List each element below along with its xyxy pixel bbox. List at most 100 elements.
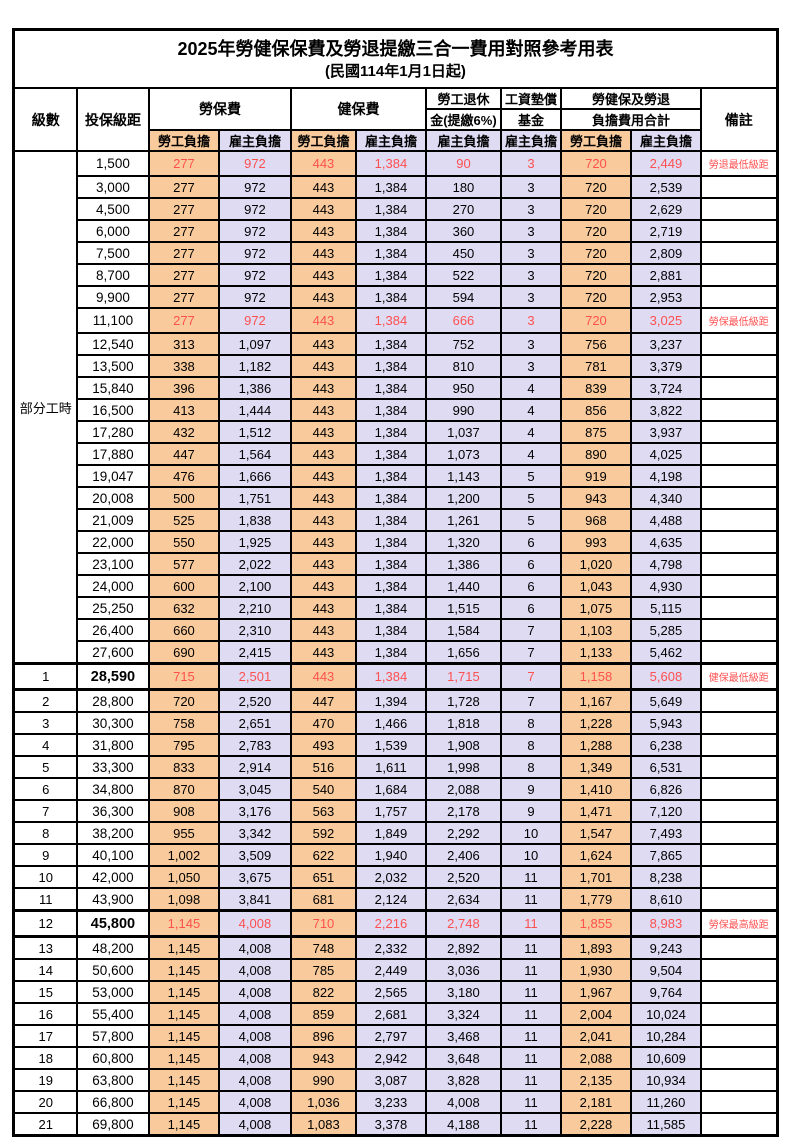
labor-insurance-employer-cell: 972 [217, 175, 292, 199]
total-employee-cell: 2,181 [559, 1090, 632, 1114]
bracket-cell: 24,000 [75, 574, 150, 598]
bracket-cell: 34,800 [75, 777, 150, 801]
note-cell [699, 640, 779, 665]
header-row-1: 級數 投保級距 勞保費 健保費 勞工退休 工資墊償 勞健保及勞退 備註 [12, 87, 779, 152]
health-insurance-employer-cell: 1,384 [354, 420, 427, 444]
labor-insurance-employer-cell: 972 [217, 307, 292, 334]
bracket-cell: 7,500 [75, 241, 150, 265]
total-employee-cell: 1,779 [559, 887, 632, 912]
pension-employer-cell: 1,143 [424, 464, 502, 488]
labor-insurance-employee-cell: 313 [147, 332, 220, 356]
labor-insurance-employer-cell: 2,210 [217, 596, 292, 620]
labor-insurance-employer-cell: 972 [217, 219, 292, 243]
table-row: 11 43,900 1,098 3,841 681 2,124 2,634 11 1,779 8,… [12, 887, 779, 912]
bracket-cell: 53,000 [75, 980, 150, 1004]
total-employee-cell: 1,855 [559, 909, 632, 938]
note-cell [699, 574, 779, 598]
header-row-2: 金(提繳6%) 基金 負擔費用合計 [14, 108, 777, 131]
bracket-cell: 60,800 [75, 1046, 150, 1070]
table-row: 5 33,300 833 2,914 516 1,611 1,998 8 1,349 6,531 [12, 755, 779, 779]
pension-employer-cell: 1,584 [424, 618, 502, 642]
health-insurance-employee-cell: 443 [289, 241, 357, 265]
subheader-health-employer: 雇主負擔 [354, 129, 427, 152]
health-insurance-employee-cell: 443 [289, 332, 357, 356]
total-employee-cell: 2,041 [559, 1024, 632, 1048]
total-employer-cell: 6,531 [629, 755, 702, 779]
col-header-labor-insurance: 勞保費 [147, 87, 292, 131]
pension-employer-cell: 1,073 [424, 442, 502, 466]
health-insurance-employer-cell: 1,384 [354, 530, 427, 554]
total-employer-cell: 7,493 [629, 821, 702, 845]
wage-fund-employer-cell: 6 [499, 574, 562, 598]
health-insurance-employer-cell: 2,124 [354, 887, 427, 912]
pension-employer-cell: 1,656 [424, 640, 502, 665]
health-insurance-employer-cell: 2,942 [354, 1046, 427, 1070]
labor-insurance-employee-cell: 1,145 [147, 980, 220, 1004]
title-row: 2025年勞健保保費及勞退提繳三合一費用對照參考用表 (民國114年1月1日起) [12, 28, 779, 89]
health-insurance-employee-cell: 443 [289, 442, 357, 466]
note-cell: 勞退最低級距 [699, 150, 779, 177]
wage-fund-employer-cell: 3 [499, 307, 562, 334]
labor-insurance-employee-cell: 1,050 [147, 865, 220, 889]
health-insurance-employer-cell: 1,466 [354, 711, 427, 735]
wage-fund-employer-cell: 7 [499, 662, 562, 691]
note-cell [699, 688, 779, 713]
pension-employer-cell: 360 [424, 219, 502, 243]
note-cell [699, 1090, 779, 1114]
note-cell [699, 755, 779, 779]
labor-insurance-employee-cell: 525 [147, 508, 220, 532]
total-employer-cell: 5,285 [629, 618, 702, 642]
total-employee-cell: 720 [559, 150, 632, 177]
total-employer-cell: 2,881 [629, 263, 702, 287]
wage-fund-employer-cell: 3 [499, 332, 562, 356]
col-header-combined-line2: 負擔費用合計 [559, 108, 702, 131]
health-insurance-employer-cell: 1,384 [354, 285, 427, 309]
health-insurance-employer-cell: 2,032 [354, 865, 427, 889]
pension-employer-cell: 810 [424, 354, 502, 378]
pension-employer-cell: 3,828 [424, 1068, 502, 1092]
labor-insurance-employer-cell: 972 [217, 285, 292, 309]
total-employer-cell: 2,809 [629, 241, 702, 265]
wage-fund-employer-cell: 9 [499, 799, 562, 823]
total-employee-cell: 1,349 [559, 755, 632, 779]
grade-cell: 19 [12, 1068, 78, 1092]
grade-part-time-cell: 部分工時 [12, 150, 78, 665]
bracket-cell: 4,500 [75, 197, 150, 221]
bracket-cell: 20,008 [75, 486, 150, 510]
bracket-cell: 66,800 [75, 1090, 150, 1114]
bracket-cell: 22,000 [75, 530, 150, 554]
note-cell [699, 843, 779, 867]
health-insurance-employee-cell: 943 [289, 1046, 357, 1070]
total-employer-cell: 5,462 [629, 640, 702, 665]
total-employer-cell: 5,115 [629, 596, 702, 620]
labor-insurance-employer-cell: 4,008 [217, 1090, 292, 1114]
bracket-cell: 55,400 [75, 1002, 150, 1026]
labor-insurance-employee-cell: 955 [147, 821, 220, 845]
labor-insurance-employer-cell: 4,008 [217, 1024, 292, 1048]
note-cell [699, 420, 779, 444]
labor-insurance-employee-cell: 447 [147, 442, 220, 466]
health-insurance-employee-cell: 540 [289, 777, 357, 801]
bracket-cell: 38,200 [75, 821, 150, 845]
labor-insurance-employee-cell: 833 [147, 755, 220, 779]
fee-reference-table: 2025年勞健保保費及勞退提繳三合一費用對照參考用表 (民國114年1月1日起)… [12, 28, 779, 1137]
table-row: 7 36,300 908 3,176 563 1,757 2,178 9 1,471 7,120 [12, 799, 779, 823]
bracket-cell: 8,700 [75, 263, 150, 287]
health-insurance-employer-cell: 3,087 [354, 1068, 427, 1092]
health-insurance-employee-cell: 443 [289, 285, 357, 309]
pension-employer-cell: 1,998 [424, 755, 502, 779]
pension-employer-cell: 1,515 [424, 596, 502, 620]
bracket-cell: 33,300 [75, 755, 150, 779]
pension-employer-cell: 3,648 [424, 1046, 502, 1070]
wage-fund-employer-cell: 3 [499, 354, 562, 378]
wage-fund-employer-cell: 11 [499, 909, 562, 938]
labor-insurance-employer-cell: 4,008 [217, 1046, 292, 1070]
total-employee-cell: 943 [559, 486, 632, 510]
total-employer-cell: 7,865 [629, 843, 702, 867]
bracket-cell: 40,100 [75, 843, 150, 867]
health-insurance-employer-cell: 1,394 [354, 688, 427, 713]
note-cell [699, 508, 779, 532]
total-employer-cell: 3,937 [629, 420, 702, 444]
total-employee-cell: 2,004 [559, 1002, 632, 1026]
